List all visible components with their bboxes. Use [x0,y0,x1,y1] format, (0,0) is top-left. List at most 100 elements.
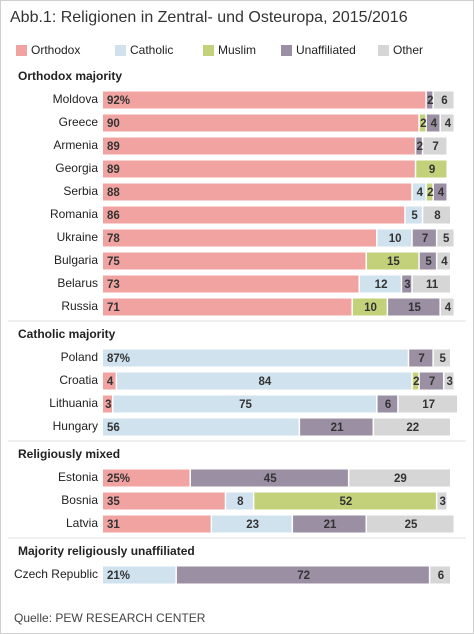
bar-segment [416,137,422,155]
value-label: 56 [107,422,120,434]
value-label: 4 [431,118,438,130]
bar-segment [423,137,447,155]
category-label: Hungary [53,419,98,433]
bar-segment [117,372,412,390]
bar-segment [437,492,447,510]
bar-segment [191,469,348,487]
category-label: Latvia [66,516,98,530]
bar-segment [226,492,253,510]
bar-segment [103,418,299,436]
value-label: 45 [264,473,277,485]
bar-segment [433,349,450,367]
source: Quelle: PEW RESEARCH CENTER [14,611,206,625]
bar-segment [103,275,359,293]
value-label: 92% [107,95,130,107]
bar-segment [254,492,436,510]
bar-segment [419,372,443,390]
value-label: 84 [259,376,272,388]
value-label: 7 [418,353,424,365]
value-label: 10 [364,302,377,314]
value-label: 7 [422,233,428,245]
value-label: 35 [107,496,120,508]
value-label: 75 [239,399,252,411]
bar-segment [412,275,450,293]
value-label: 3 [404,279,410,291]
bar-segment [293,515,366,533]
value-label: 10 [389,233,402,245]
value-label: 21% [107,570,130,582]
group-title: Majority religiously unaffiliated [18,544,195,558]
bar-segment [377,395,398,413]
value-label: 22 [406,422,419,434]
bar-segment [444,372,454,390]
category-label: Greece [59,115,99,129]
value-label: 15 [408,302,421,314]
bar-segment [349,469,450,487]
bar-segment [437,229,454,247]
value-label: 71 [107,302,120,314]
value-label: 4 [441,256,448,268]
value-label: 4 [438,187,445,199]
value-label: 8 [434,210,441,222]
value-label: 3 [439,496,445,508]
value-label: 2 [420,118,426,130]
bar-segment [426,114,440,132]
value-label: 89 [107,141,120,153]
legend-swatch [281,45,292,56]
bar-segment [412,372,419,390]
value-label: 17 [422,399,435,411]
bar-segment [423,206,450,224]
bar-segment [113,395,377,413]
bar-segment [103,160,415,178]
bar-segment [103,206,405,224]
value-label: 5 [425,256,432,268]
value-label: 25 [405,519,418,531]
category-label: Ukraine [57,230,99,244]
bar-segment [433,183,447,201]
value-label: 5 [411,210,418,222]
legend-label: Muslim [218,43,256,57]
value-label: 7 [432,141,438,153]
bar-segment [398,395,458,413]
category-label: Armenia [53,138,98,152]
value-label: 2 [413,376,419,388]
bar-segment [352,298,387,316]
value-label: 31 [107,519,120,531]
legend-swatch [16,45,27,56]
category-label: Serbia [63,184,98,198]
chart-title: Abb.1: Religionen in Zentral- und Osteur… [10,9,408,26]
bar-segment [409,349,433,367]
bar-segment [103,395,113,413]
bar-segment [212,515,292,533]
value-label: 21 [331,422,344,434]
value-label: 23 [246,519,259,531]
bar-segment [440,114,454,132]
category-label: Bosnia [61,493,98,507]
bar-segment [374,418,450,436]
value-label: 4 [107,376,114,388]
value-label: 86 [107,210,120,222]
bar-segment [433,91,454,109]
category-label: Moldova [53,92,99,106]
bar-segment [419,252,436,270]
value-label: 12 [375,279,388,291]
bar-segment [176,566,429,584]
bar-segment [377,229,412,247]
category-label: Croatia [59,373,98,387]
category-label: Russia [61,299,98,313]
bar-segment [419,114,426,132]
bar-segment [103,515,211,533]
bar-segment [367,515,454,533]
value-label: 6 [438,570,444,582]
bar-segment [103,137,415,155]
bar-segment [426,183,433,201]
legend-label: Orthodox [31,43,80,57]
value-label: 73 [107,279,120,291]
bar-segment [437,252,450,270]
value-label: 25% [107,473,130,485]
bar-segment [402,275,412,293]
bar-segment [426,91,433,109]
legend-swatch [378,45,389,56]
bar-segment [103,114,419,132]
bar-segment [103,349,408,367]
